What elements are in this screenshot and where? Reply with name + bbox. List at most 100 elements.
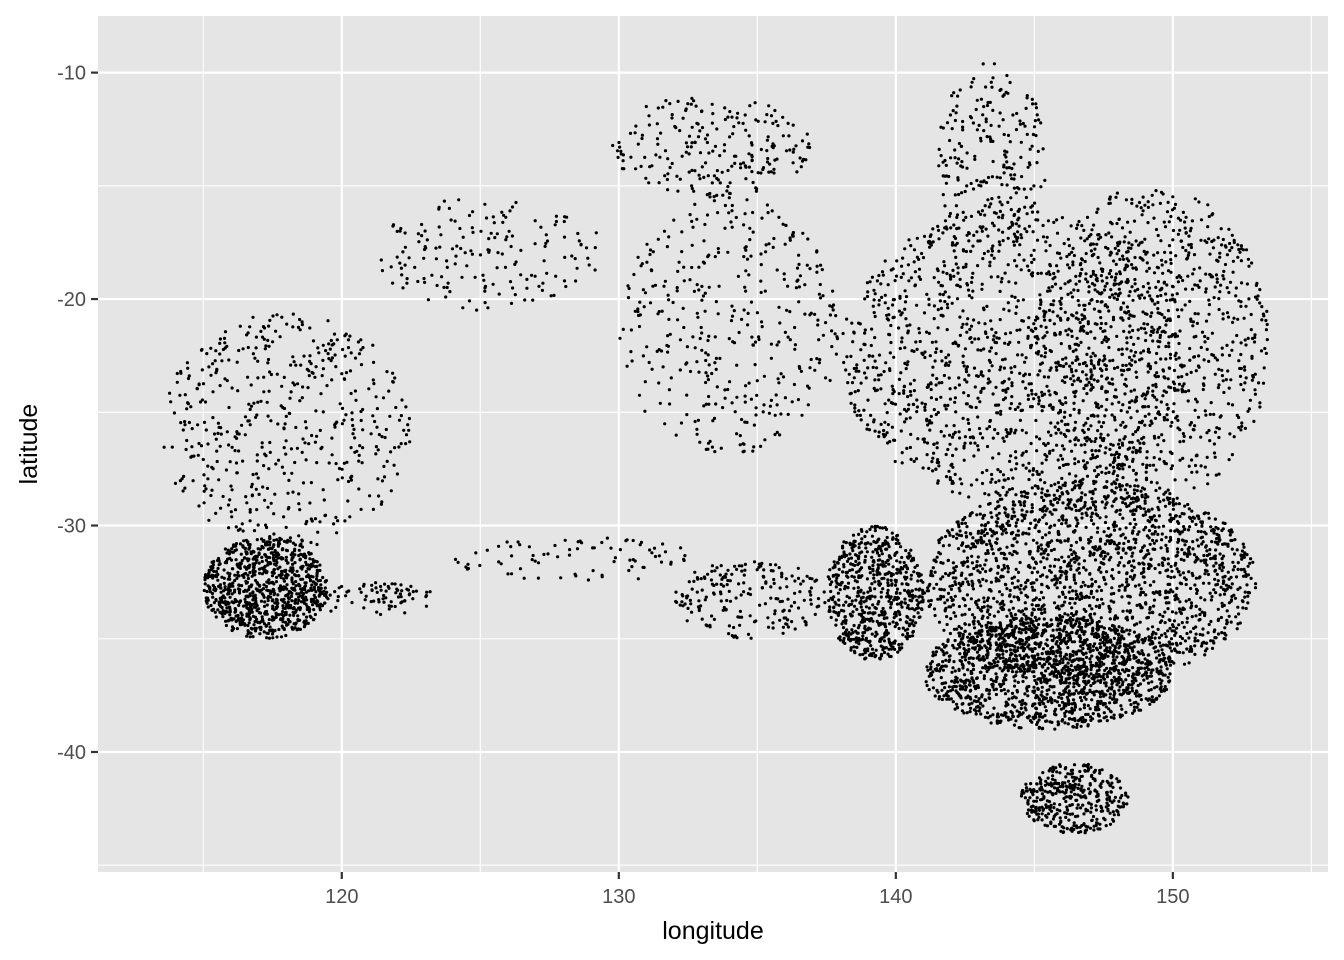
data-point [374, 445, 378, 449]
data-point [328, 593, 332, 597]
data-point [988, 100, 992, 104]
data-point [1008, 331, 1013, 335]
data-point [1008, 406, 1012, 410]
data-point [286, 600, 290, 604]
data-point [258, 584, 262, 588]
data-point [533, 242, 537, 246]
data-point [735, 363, 739, 367]
data-point [510, 205, 515, 209]
data-point [168, 391, 172, 395]
data-point [1019, 155, 1023, 159]
data-point [293, 383, 297, 387]
data-point [282, 539, 287, 544]
data-point [808, 366, 812, 370]
data-point [217, 603, 222, 607]
data-point [952, 223, 956, 227]
data-point [898, 591, 902, 595]
data-point [234, 525, 238, 529]
data-point [348, 369, 353, 373]
data-point [928, 354, 932, 358]
data-point [749, 397, 754, 401]
data-point [210, 608, 214, 612]
data-point [898, 612, 902, 617]
data-point [311, 597, 315, 601]
data-point [259, 628, 263, 632]
data-point [268, 625, 272, 629]
data-point [1040, 409, 1044, 413]
data-point [229, 510, 233, 514]
data-point [1240, 424, 1244, 428]
data-point [1023, 205, 1027, 209]
data-point [690, 243, 694, 247]
data-point [313, 440, 317, 444]
data-point [643, 155, 647, 159]
data-point [400, 273, 404, 277]
data-point [191, 479, 195, 483]
data-point [929, 396, 934, 400]
data-point [1168, 356, 1173, 360]
data-point [951, 109, 955, 113]
data-point [216, 421, 220, 425]
data-point [262, 630, 266, 634]
data-point [359, 338, 363, 342]
data-point [1055, 264, 1059, 268]
data-point [968, 115, 973, 119]
data-point [957, 376, 961, 380]
data-point [1078, 329, 1082, 333]
data-point [863, 328, 867, 332]
data-point [689, 602, 693, 606]
data-point [985, 427, 989, 431]
data-point [667, 388, 672, 392]
data-point [993, 428, 997, 432]
data-point [1121, 257, 1126, 261]
data-point [483, 301, 487, 305]
data-point [917, 595, 921, 599]
data-point [1043, 346, 1048, 351]
data-point [291, 555, 295, 559]
data-point [300, 595, 304, 600]
data-point [313, 600, 317, 604]
data-point [235, 562, 239, 566]
data-point [892, 641, 896, 645]
data-point [809, 586, 814, 590]
data-point [686, 606, 690, 611]
data-point [265, 486, 270, 490]
data-point [910, 607, 914, 611]
data-point [346, 479, 351, 484]
data-point [1204, 272, 1208, 276]
data-point [764, 250, 768, 254]
data-point [744, 128, 748, 132]
data-point [223, 341, 227, 345]
data-point [303, 441, 307, 445]
data-point [772, 171, 776, 175]
data-point [682, 558, 686, 563]
data-point [1199, 345, 1203, 350]
data-point [715, 566, 719, 570]
data-point [965, 330, 969, 334]
data-point [990, 472, 994, 477]
data-point [848, 568, 852, 573]
data-point [220, 575, 224, 579]
data-point [875, 279, 880, 283]
data-point [684, 141, 689, 145]
data-point [990, 249, 995, 253]
data-point [1103, 284, 1107, 288]
data-point [1264, 351, 1268, 355]
data-point [1018, 418, 1023, 422]
data-point [266, 594, 271, 599]
data-point [915, 405, 920, 409]
data-point [321, 575, 325, 580]
data-point [755, 568, 759, 572]
data-point [210, 591, 215, 596]
data-point [321, 367, 325, 371]
data-point [916, 611, 920, 615]
data-point [453, 219, 457, 223]
data-point [963, 378, 967, 382]
data-point [644, 104, 648, 109]
data-point [399, 226, 403, 231]
data-point [668, 165, 672, 170]
data-point [1175, 496, 1179, 500]
data-point [244, 603, 248, 607]
data-point [503, 265, 508, 269]
data-point [261, 593, 265, 597]
